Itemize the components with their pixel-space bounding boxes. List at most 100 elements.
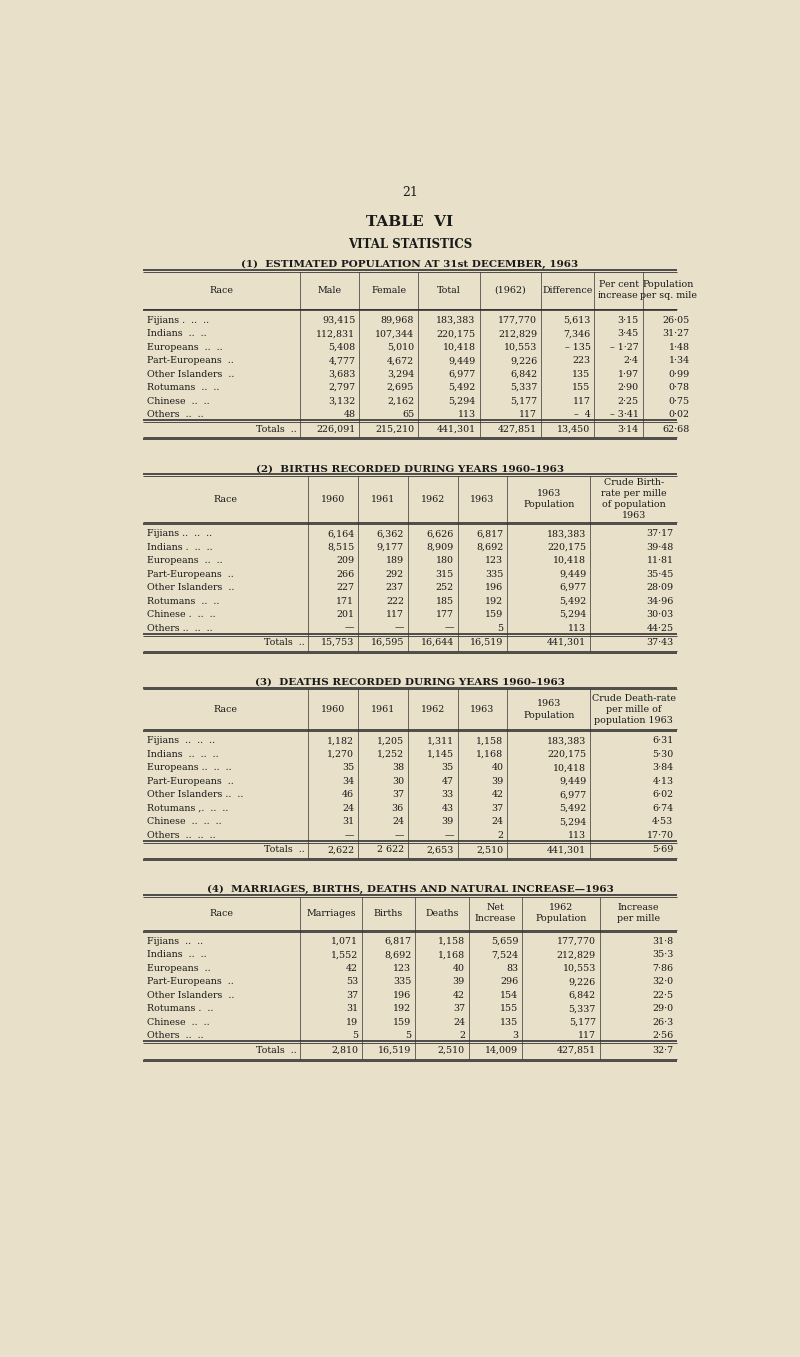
Text: 223: 223 (573, 356, 590, 365)
Text: 0·02: 0·02 (669, 410, 690, 419)
Text: 24: 24 (342, 803, 354, 813)
Text: Chinese .  ..  ..: Chinese . .. .. (147, 611, 216, 619)
Text: 6,817: 6,817 (384, 936, 411, 946)
Text: 6,977: 6,977 (559, 584, 586, 592)
Text: 4·53: 4·53 (652, 817, 674, 826)
Text: 30·03: 30·03 (646, 611, 674, 619)
Text: 201: 201 (336, 611, 354, 619)
Text: 6,626: 6,626 (426, 529, 454, 539)
Text: 65: 65 (402, 410, 414, 419)
Text: (2)  BIRTHS RECORDED DURING YEARS 1960–1963: (2) BIRTHS RECORDED DURING YEARS 1960–19… (256, 464, 564, 474)
Text: 2,510: 2,510 (476, 845, 503, 855)
Text: 39: 39 (491, 778, 503, 786)
Text: 159: 159 (485, 611, 503, 619)
Text: 30: 30 (392, 778, 404, 786)
Text: 40: 40 (453, 963, 465, 973)
Text: Difference: Difference (542, 286, 593, 294)
Text: 171: 171 (336, 597, 354, 605)
Text: 1,168: 1,168 (476, 750, 503, 759)
Text: 2,510: 2,510 (438, 1046, 465, 1054)
Text: 177: 177 (436, 611, 454, 619)
Text: Fijians  ..  ..: Fijians .. .. (147, 936, 203, 946)
Text: Increase
per mille: Increase per mille (617, 904, 660, 923)
Text: 215,210: 215,210 (375, 425, 414, 434)
Text: —: — (444, 623, 454, 632)
Text: 212,829: 212,829 (557, 950, 596, 959)
Text: 5,294: 5,294 (559, 817, 586, 826)
Text: Race: Race (210, 286, 234, 294)
Text: 183,383: 183,383 (547, 529, 586, 539)
Text: 37: 37 (491, 803, 503, 813)
Text: 3·45: 3·45 (618, 330, 638, 338)
Text: 2·90: 2·90 (618, 383, 638, 392)
Text: 5,337: 5,337 (510, 383, 537, 392)
Text: 113: 113 (458, 410, 476, 419)
Text: 196: 196 (485, 584, 503, 592)
Text: 37: 37 (346, 991, 358, 1000)
Text: 1,145: 1,145 (426, 750, 454, 759)
Text: 9,449: 9,449 (448, 356, 476, 365)
Text: 196: 196 (394, 991, 411, 1000)
Text: 10,553: 10,553 (562, 963, 596, 973)
Text: 9,449: 9,449 (559, 570, 586, 578)
Text: 2,797: 2,797 (328, 383, 355, 392)
Text: Rotumans ,.  ..  ..: Rotumans ,. .. .. (147, 803, 229, 813)
Text: 2,162: 2,162 (387, 396, 414, 406)
Text: (1)  ESTIMATED POPULATION AT 31st DECEMBER, 1963: (1) ESTIMATED POPULATION AT 31st DECEMBE… (242, 259, 578, 269)
Text: Part-Europeans  ..: Part-Europeans .. (147, 778, 234, 786)
Text: 1962: 1962 (421, 706, 445, 714)
Text: 31·27: 31·27 (662, 330, 690, 338)
Text: Indians  ..  ..: Indians .. .. (147, 330, 207, 338)
Text: —: — (345, 623, 354, 632)
Text: 11·81: 11·81 (646, 556, 674, 565)
Text: 227: 227 (336, 584, 354, 592)
Text: 7,346: 7,346 (563, 330, 590, 338)
Text: 117: 117 (578, 1031, 596, 1041)
Text: VITAL STATISTICS: VITAL STATISTICS (348, 239, 472, 251)
Text: 1·48: 1·48 (669, 343, 690, 351)
Text: 1960: 1960 (321, 706, 346, 714)
Text: 24: 24 (453, 1018, 465, 1027)
Text: 4,777: 4,777 (328, 356, 355, 365)
Text: 13,450: 13,450 (558, 425, 590, 434)
Text: 16,644: 16,644 (421, 638, 454, 647)
Text: Rotumans  ..  ..: Rotumans .. .. (147, 597, 220, 605)
Text: Chinese  ..  ..: Chinese .. .. (147, 1018, 210, 1027)
Text: 441,301: 441,301 (437, 425, 476, 434)
Text: 1963
Population: 1963 Population (523, 699, 574, 719)
Text: 5,408: 5,408 (328, 343, 355, 351)
Text: 192: 192 (486, 597, 503, 605)
Text: 220,175: 220,175 (437, 330, 476, 338)
Text: Rotumans .  ..: Rotumans . .. (147, 1004, 214, 1014)
Text: TABLE  VI: TABLE VI (366, 216, 454, 229)
Text: 1963
Population: 1963 Population (523, 489, 574, 509)
Text: 7,524: 7,524 (491, 950, 518, 959)
Text: 10,418: 10,418 (554, 556, 586, 565)
Text: 427,851: 427,851 (498, 425, 537, 434)
Text: 180: 180 (436, 556, 454, 565)
Text: 177,770: 177,770 (498, 316, 537, 324)
Text: Other Islanders  ..: Other Islanders .. (147, 584, 234, 592)
Text: Fijians  ..  ..  ..: Fijians .. .. .. (147, 737, 215, 745)
Text: Male: Male (318, 286, 342, 294)
Text: Births: Births (374, 909, 403, 917)
Text: Indians  ..  ..  ..: Indians .. .. .. (147, 750, 219, 759)
Text: 1963: 1963 (470, 706, 494, 714)
Text: 35: 35 (442, 764, 454, 772)
Text: 6·74: 6·74 (652, 803, 674, 813)
Text: 1,158: 1,158 (438, 936, 465, 946)
Text: 427,851: 427,851 (557, 1046, 596, 1054)
Text: 19: 19 (346, 1018, 358, 1027)
Text: 2·4: 2·4 (624, 356, 638, 365)
Text: 1,205: 1,205 (377, 737, 404, 745)
Text: 192: 192 (394, 1004, 411, 1014)
Text: Other Islanders  ..: Other Islanders .. (147, 369, 234, 379)
Text: 16,595: 16,595 (370, 638, 404, 647)
Text: 5,294: 5,294 (559, 611, 586, 619)
Text: 5,294: 5,294 (448, 396, 476, 406)
Text: 32·0: 32·0 (652, 977, 674, 987)
Text: 135: 135 (572, 369, 590, 379)
Text: 209: 209 (336, 556, 354, 565)
Text: 117: 117 (573, 396, 590, 406)
Text: 212,829: 212,829 (498, 330, 537, 338)
